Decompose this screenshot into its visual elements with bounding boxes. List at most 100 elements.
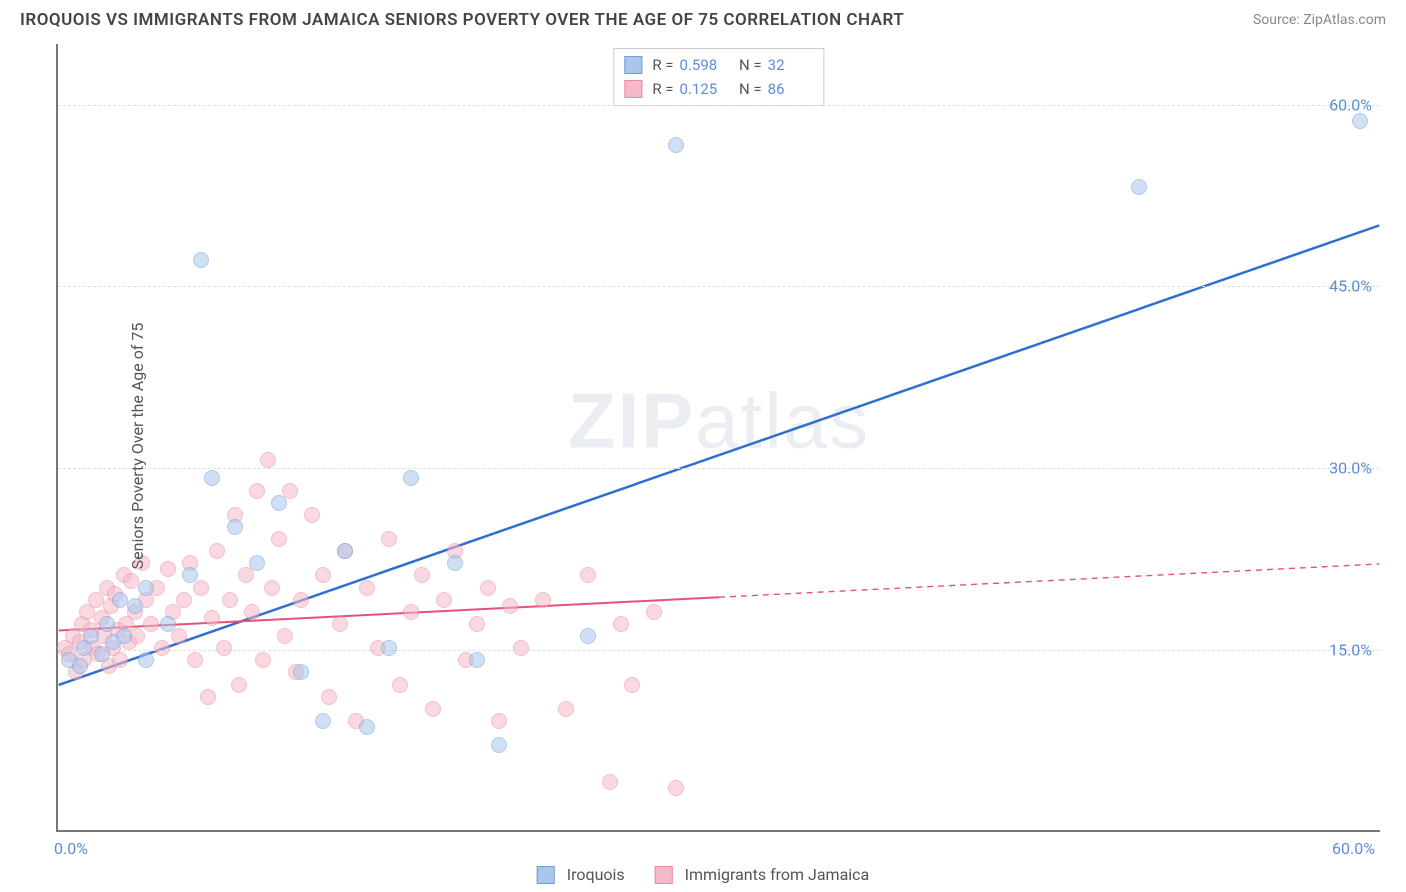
data-point: [216, 640, 232, 656]
data-point: [271, 531, 287, 547]
data-point: [200, 689, 216, 705]
data-point: [321, 689, 337, 705]
data-point: [668, 137, 684, 153]
data-point: [293, 664, 309, 680]
data-point: [154, 640, 170, 656]
stats-legend: R = 0.598 N =32 R = 0.125 N =86: [613, 48, 824, 106]
stat-r-label: R =: [652, 53, 673, 77]
y-tick-label: 45.0%: [1329, 277, 1372, 296]
data-point: [403, 604, 419, 620]
y-axis-title: Seniors Poverty Over the Age of 75: [128, 323, 147, 570]
series-legend: Iroquois Immigrants from Jamaica: [537, 865, 870, 884]
data-point: [182, 567, 198, 583]
data-point: [359, 580, 375, 596]
data-point: [332, 616, 348, 632]
data-point: [249, 483, 265, 499]
x-tick-label: 60.0%: [1332, 839, 1375, 858]
data-point: [491, 713, 507, 729]
data-point: [381, 640, 397, 656]
stat-n-label: N =: [732, 77, 762, 101]
legend-swatch: [624, 80, 642, 98]
data-point: [469, 616, 485, 632]
data-point: [176, 592, 192, 608]
data-point: [209, 543, 225, 559]
y-tick-label: 15.0%: [1329, 641, 1372, 660]
gridline: [58, 650, 1380, 651]
data-point: [403, 470, 419, 486]
legend-item: Immigrants from Jamaica: [655, 865, 870, 884]
data-point: [255, 652, 271, 668]
data-point: [249, 555, 265, 571]
data-point: [187, 652, 203, 668]
data-point: [513, 640, 529, 656]
data-point: [580, 567, 596, 583]
data-point: [271, 495, 287, 511]
legend-item: Iroquois: [537, 865, 625, 884]
source-label: Source: ZipAtlas.com: [1253, 12, 1386, 28]
data-point: [602, 774, 618, 790]
data-point: [469, 652, 485, 668]
data-point: [123, 573, 139, 589]
data-point: [668, 780, 684, 796]
data-point: [480, 580, 496, 596]
stats-legend-row: R = 0.598 N =32: [624, 53, 813, 77]
data-point: [227, 519, 243, 535]
x-tick-label: 0.0%: [54, 839, 88, 858]
data-point: [381, 531, 397, 547]
y-tick-label: 30.0%: [1329, 459, 1372, 478]
legend-swatch: [624, 56, 642, 74]
data-point: [359, 719, 375, 735]
legend-label: Immigrants from Jamaica: [685, 865, 870, 884]
legend-label: Iroquois: [567, 865, 625, 884]
trend-lines-layer: [58, 44, 1380, 830]
stat-n-value: 86: [768, 77, 814, 101]
data-point: [143, 616, 159, 632]
data-point: [447, 555, 463, 571]
data-point: [116, 628, 132, 644]
data-point: [304, 507, 320, 523]
stat-r-value: 0.598: [680, 53, 726, 77]
data-point: [264, 580, 280, 596]
data-point: [315, 713, 331, 729]
gridline: [58, 105, 1380, 106]
data-point: [414, 567, 430, 583]
data-point: [72, 658, 88, 674]
data-point: [293, 592, 309, 608]
data-point: [222, 592, 238, 608]
data-point: [646, 604, 662, 620]
data-point: [83, 628, 99, 644]
data-point: [277, 628, 293, 644]
data-point: [171, 628, 187, 644]
legend-swatch: [655, 866, 673, 884]
data-point: [337, 543, 353, 559]
data-point: [138, 652, 154, 668]
data-point: [535, 592, 551, 608]
data-point: [392, 677, 408, 693]
chart-title: IROQUOIS VS IMMIGRANTS FROM JAMAICA SENI…: [20, 10, 904, 30]
data-point: [1352, 113, 1368, 129]
data-point: [1131, 179, 1147, 195]
data-point: [193, 252, 209, 268]
gridline: [58, 286, 1380, 287]
data-point: [491, 737, 507, 753]
data-point: [231, 677, 247, 693]
chart-plot-area: ZIPatlas R =0.598 N =32R =0.125 N =86 15…: [56, 44, 1380, 832]
data-point: [436, 592, 452, 608]
data-point: [558, 701, 574, 717]
legend-swatch: [537, 866, 555, 884]
data-point: [160, 616, 176, 632]
stat-r-value: 0.125: [680, 77, 726, 101]
data-point: [315, 567, 331, 583]
data-point: [127, 598, 143, 614]
stat-n-value: 32: [768, 53, 814, 77]
data-point: [160, 561, 176, 577]
data-point: [425, 701, 441, 717]
data-point: [613, 616, 629, 632]
stat-n-label: N =: [732, 53, 762, 77]
trend-line-extrapolated: [719, 564, 1379, 597]
data-point: [138, 580, 154, 596]
stat-r-label: R =: [652, 77, 673, 101]
data-point: [260, 452, 276, 468]
data-point: [244, 604, 260, 620]
data-point: [99, 616, 115, 632]
